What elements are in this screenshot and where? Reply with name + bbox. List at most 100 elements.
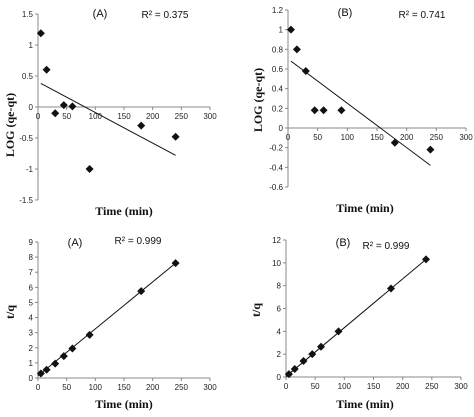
y-tick-label: 0	[29, 103, 34, 112]
r-squared-annotation: R² = 0.999	[115, 236, 162, 247]
x-tick-label: 150	[367, 382, 381, 391]
data-point	[319, 106, 328, 115]
data-point	[137, 121, 146, 130]
data-point	[171, 132, 180, 141]
y-tick-label: 0	[279, 124, 284, 133]
data-point	[51, 359, 60, 368]
y-axis-title: LOG (qe-qt)	[3, 93, 17, 157]
y-tick-label: -0.2	[269, 144, 283, 153]
y-tick-label: 10	[272, 259, 281, 268]
x-tick-label: 250	[425, 382, 439, 391]
x-tick-label: 200	[400, 133, 414, 142]
x-tick-label: 100	[338, 382, 352, 391]
x-tick-label: 200	[146, 383, 160, 392]
y-tick-label: -0.6	[269, 183, 283, 192]
y-tick-label: 7	[29, 268, 34, 277]
y-axis-title: LOG (qe-qt)	[251, 68, 265, 132]
data-point	[59, 101, 68, 110]
data-point	[137, 287, 146, 296]
y-tick-label: -0.5	[19, 134, 33, 143]
x-tick-label: 150	[117, 383, 131, 392]
data-point	[171, 259, 180, 268]
r-squared-annotation: R² = 0.741	[399, 10, 446, 21]
trendline	[290, 60, 431, 166]
x-axis-title: Time (min)	[95, 397, 152, 411]
x-tick-label: 200	[396, 382, 410, 391]
y-tick-label: 6	[29, 283, 34, 292]
data-point	[286, 25, 295, 34]
y-tick-label: 8	[277, 282, 282, 291]
x-tick-label: 50	[62, 112, 71, 121]
panel-label: (A)	[68, 237, 83, 249]
y-tick-label: 5	[29, 298, 34, 307]
data-point	[299, 357, 308, 366]
trendline	[37, 262, 176, 377]
x-tick-label: 100	[341, 133, 355, 142]
x-tick-label: 250	[175, 112, 189, 121]
x-tick-label: 150	[117, 112, 131, 121]
x-tick-label: 0	[36, 383, 41, 392]
y-tick-label: 8	[29, 253, 34, 262]
data-point	[310, 106, 319, 115]
y-tick-label: 3	[29, 329, 34, 338]
y-tick-label: 12	[272, 236, 281, 245]
y-tick-label: -1	[26, 165, 34, 174]
data-point	[426, 145, 435, 154]
x-tick-label: 100	[89, 383, 103, 392]
data-point	[387, 284, 395, 293]
data-point	[308, 350, 317, 359]
x-tick-label: 0	[284, 382, 289, 391]
y-tick-label: 1	[29, 359, 34, 368]
y-tick-label: 0	[277, 373, 282, 382]
y-tick-label: 6	[277, 305, 282, 314]
x-tick-label: 300	[459, 133, 473, 142]
data-point	[85, 330, 94, 339]
y-tick-label: 1.5	[22, 10, 34, 19]
data-point	[36, 369, 45, 378]
y-tick-label: 4	[277, 327, 282, 336]
x-tick-label: 50	[62, 383, 71, 392]
y-axis-title: t/q	[3, 305, 17, 319]
trendline	[285, 259, 427, 377]
panel-label: (A)	[93, 8, 108, 20]
data-point	[36, 29, 45, 38]
data-point	[390, 138, 399, 147]
x-tick-label: 300	[454, 382, 468, 391]
x-tick-label: 200	[146, 112, 160, 121]
y-axis-title: t/q	[249, 303, 263, 317]
data-point	[317, 342, 325, 351]
data-point	[422, 255, 430, 264]
y-tick-label: 0.4	[272, 85, 284, 94]
data-point	[337, 106, 346, 115]
y-tick-label: 0	[29, 374, 34, 383]
data-point	[334, 327, 343, 336]
data-point	[284, 370, 293, 379]
x-tick-label: 250	[175, 383, 189, 392]
x-axis-title: Time (min)	[95, 204, 152, 218]
x-axis-title: Time (min)	[336, 201, 393, 215]
data-point	[51, 109, 60, 118]
chart-panel-3: 0 1 2 3 4 5 6 7 8 9 0 50 100 150 200 250 300 (A) R² = 0.99…	[3, 236, 217, 411]
x-tick-label: 300	[203, 112, 217, 121]
y-tick-label: 4	[29, 314, 34, 323]
y-tick-label: 2	[29, 344, 34, 353]
x-tick-label: 0	[286, 133, 291, 142]
data-point	[85, 165, 94, 173]
data-point	[301, 66, 310, 75]
x-tick-label: 150	[370, 133, 384, 142]
data-point	[68, 102, 77, 111]
x-tick-label: 0	[36, 112, 41, 121]
chart-panel-4: 0 2 4 6 8 10 12 0 50 100 150 200 250 300 (B) R² = 0.999…	[249, 236, 468, 411]
data-point	[42, 65, 51, 74]
x-tick-label: 50	[311, 382, 320, 391]
panel-label: (B)	[336, 237, 351, 249]
y-tick-label: 2	[277, 350, 282, 359]
trendline	[40, 82, 176, 156]
r-squared-annotation: R² = 0.375	[142, 10, 189, 21]
y-tick-label: 9	[29, 238, 34, 247]
y-tick-label: 0.6	[272, 65, 284, 74]
data-point	[290, 365, 299, 374]
y-tick-label: -1.5	[19, 196, 33, 205]
panel-label: (B)	[338, 7, 353, 19]
